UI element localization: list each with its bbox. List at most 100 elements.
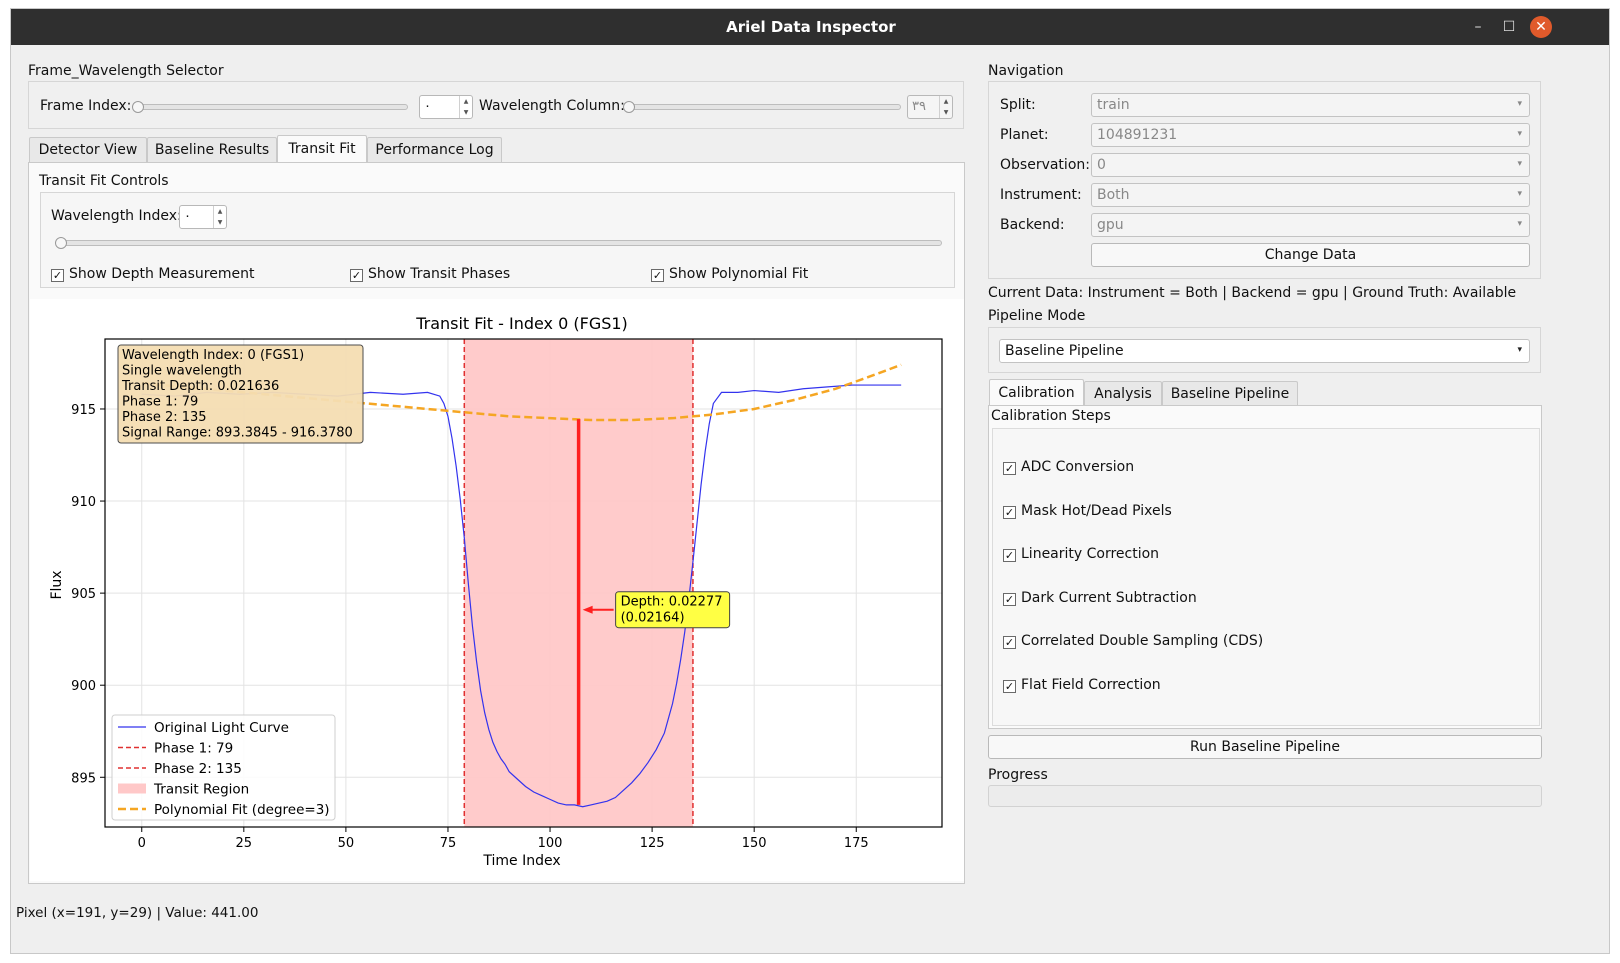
- navigation-title: Navigation: [988, 63, 1064, 79]
- y-axis-label: Flux: [49, 570, 65, 599]
- transit-controls-title: Transit Fit Controls: [39, 173, 169, 189]
- pipeline-mode-combo[interactable]: Baseline Pipeline ▾: [999, 339, 1530, 363]
- frame-selector-title: Frame_Wavelength Selector: [28, 63, 224, 79]
- transit-fit-chart[interactable]: Transit Fit - Index 0 (FGS1) 0 25 50 75 100 1…: [30, 299, 964, 881]
- show-depth-label: Show Depth Measurement: [69, 266, 255, 282]
- current-data-status: Current Data: Instrument = Both | Backen…: [988, 285, 1517, 301]
- run-baseline-button[interactable]: Run Baseline Pipeline: [988, 735, 1542, 759]
- legend-entry-label: Phase 2: 135: [154, 761, 242, 777]
- checkbox-check-icon[interactable]: ✓: [1003, 593, 1016, 606]
- chevron-down-icon[interactable]: ▾: [1517, 99, 1522, 109]
- instrument-combo[interactable]: Both ▾: [1091, 183, 1530, 207]
- split-value: train: [1097, 97, 1130, 113]
- observation-label: Observation:: [1000, 157, 1090, 173]
- split-label: Split:: [1000, 97, 1036, 113]
- change-data-button[interactable]: Change Data: [1091, 243, 1530, 267]
- y-tick-label: 915: [71, 403, 96, 418]
- legend-entry-label: Original Light Curve: [154, 720, 289, 736]
- show-phases-checkbox[interactable]: ✓ Show Transit Phases: [350, 266, 510, 282]
- close-icon[interactable]: ✕: [1530, 16, 1552, 38]
- frame-index-label: Frame Index:: [40, 98, 132, 114]
- step-dark-checkbox[interactable]: ✓ Dark Current Subtraction: [1003, 590, 1197, 606]
- legend-entry-label: Transit Region: [153, 782, 249, 798]
- title-bar[interactable]: Ariel Data Inspector – ☐ ✕: [11, 9, 1609, 45]
- observation-combo[interactable]: 0 ▾: [1091, 153, 1530, 177]
- frame-index-value: ٠: [424, 99, 431, 114]
- checkbox-check-icon[interactable]: ✓: [1003, 549, 1016, 562]
- info-box-line: Phase 2: 135: [122, 410, 207, 425]
- tab-baseline-pipeline[interactable]: Baseline Pipeline: [1162, 381, 1298, 407]
- chart-title: Transit Fit - Index 0 (FGS1): [415, 314, 628, 333]
- step-adc-checkbox[interactable]: ✓ ADC Conversion: [1003, 459, 1134, 475]
- checkbox-check-icon[interactable]: ✓: [51, 269, 64, 282]
- spin-arrows-icon[interactable]: ▲ ▼: [939, 96, 952, 118]
- calibration-panel: Calibration Steps ✓ ADC Conversion ✓ Mask …: [988, 405, 1542, 729]
- checkbox-check-icon[interactable]: ✓: [1003, 636, 1016, 649]
- step-flat-checkbox[interactable]: ✓ Flat Field Correction: [1003, 677, 1161, 693]
- frame-index-slider[interactable]: [132, 101, 408, 113]
- backend-combo[interactable]: gpu ▾: [1091, 213, 1530, 237]
- checkbox-check-icon[interactable]: ✓: [1003, 506, 1016, 519]
- window-title: Ariel Data Inspector: [726, 18, 896, 36]
- polynomial-fit-line: [141, 363, 902, 422]
- transit-controls-group: Wavelength Index: ٠ ▲ ▼ ✓ Show Depth Measur…: [40, 192, 955, 288]
- step-flat-label: Flat Field Correction: [1021, 677, 1161, 693]
- x-tick-label: 50: [338, 836, 355, 851]
- status-bar-text: Pixel (x=191, y=29) | Value: 441.00: [16, 905, 259, 921]
- tab-baseline-results[interactable]: Baseline Results: [147, 137, 277, 163]
- backend-label: Backend:: [1000, 217, 1065, 233]
- chart-legend: Original Light Curve Phase 1: 79 Phase 2: …: [111, 714, 336, 821]
- wavelength-index-slider-handle[interactable]: [55, 237, 67, 249]
- annotation-background: [615, 591, 731, 629]
- step-linearity-checkbox[interactable]: ✓ Linearity Correction: [1003, 546, 1159, 562]
- wavelength-column-value: ٣٩: [912, 99, 926, 114]
- wavelength-index-spinbox[interactable]: ٠ ▲ ▼: [179, 205, 227, 229]
- y-tick-label: 910: [71, 495, 96, 510]
- frame-index-spinbox[interactable]: ٠ ▲ ▼: [419, 95, 473, 119]
- annotation-line: (0.02164): [621, 611, 685, 626]
- checkbox-check-icon[interactable]: ✓: [350, 269, 363, 282]
- tab-performance-log[interactable]: Performance Log: [367, 137, 502, 163]
- chevron-down-icon[interactable]: ▾: [1517, 345, 1522, 355]
- chevron-down-icon[interactable]: ▾: [1517, 129, 1522, 139]
- x-tick-label: 150: [742, 836, 767, 851]
- chevron-down-icon[interactable]: ▾: [1517, 159, 1522, 169]
- legend-entry-label: Polynomial Fit (degree=3): [154, 802, 330, 818]
- tab-calibration[interactable]: Calibration: [989, 379, 1084, 407]
- split-combo[interactable]: train ▾: [1091, 93, 1530, 117]
- chevron-down-icon[interactable]: ▾: [1517, 189, 1522, 199]
- step-dark-label: Dark Current Subtraction: [1021, 590, 1197, 606]
- pipeline-mode-label: Pipeline Mode: [988, 308, 1086, 324]
- show-polyfit-checkbox[interactable]: ✓ Show Polynomial Fit: [651, 266, 808, 282]
- step-adc-label: ADC Conversion: [1021, 459, 1135, 475]
- wavelength-index-slider[interactable]: [55, 237, 942, 249]
- planet-combo[interactable]: 104891231 ▾: [1091, 123, 1530, 147]
- tab-detector-view[interactable]: Detector View: [29, 137, 147, 163]
- checkbox-check-icon[interactable]: ✓: [1003, 462, 1016, 475]
- progress-label: Progress: [988, 767, 1048, 783]
- spin-arrows-icon[interactable]: ▲ ▼: [459, 96, 472, 118]
- step-mask-checkbox[interactable]: ✓ Mask Hot/Dead Pixels: [1003, 503, 1172, 519]
- x-tick-label: 0: [138, 836, 146, 851]
- spin-arrows-icon[interactable]: ▲ ▼: [213, 206, 226, 228]
- wavelength-column-slider[interactable]: [623, 101, 901, 113]
- annotation-line: Depth: 0.02277: [621, 595, 723, 610]
- wavelength-column-slider-handle[interactable]: [623, 101, 635, 113]
- show-depth-checkbox[interactable]: ✓ Show Depth Measurement: [51, 266, 254, 282]
- minimize-icon[interactable]: –: [1474, 19, 1482, 35]
- frame-index-slider-handle[interactable]: [132, 101, 144, 113]
- tab-analysis[interactable]: Analysis: [1084, 381, 1162, 407]
- show-polyfit-label: Show Polynomial Fit: [669, 266, 809, 282]
- y-tick-label: 905: [71, 587, 96, 602]
- info-box-line: Single wavelength: [122, 364, 242, 379]
- info-box-background: [117, 344, 364, 444]
- pipeline-mode-value: Baseline Pipeline: [1005, 343, 1124, 359]
- wavelength-column-spinbox[interactable]: ٣٩ ▲ ▼: [907, 95, 953, 119]
- checkbox-check-icon[interactable]: ✓: [651, 269, 664, 282]
- chevron-down-icon[interactable]: ▾: [1517, 219, 1522, 229]
- step-cds-checkbox[interactable]: ✓ Correlated Double Sampling (CDS): [1003, 633, 1263, 649]
- maximize-icon[interactable]: ☐: [1502, 19, 1516, 35]
- x-tick-label: 100: [538, 836, 563, 851]
- tab-transit-fit[interactable]: Transit Fit: [277, 135, 367, 163]
- checkbox-check-icon[interactable]: ✓: [1003, 680, 1016, 693]
